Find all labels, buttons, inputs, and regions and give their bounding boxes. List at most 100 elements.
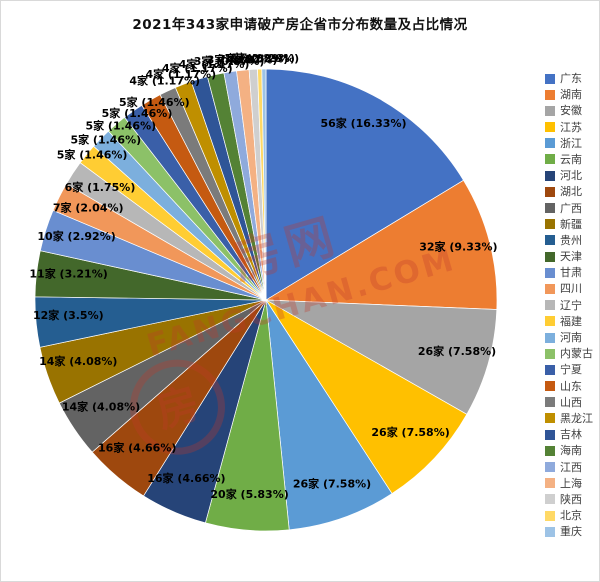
pie-slice-江苏 xyxy=(265,299,468,495)
pie-label-海南: 4家 (1.17%) xyxy=(179,57,250,71)
legend-item-河北: 河北 xyxy=(545,170,593,181)
pie-label-河南: 5家 (1.46%) xyxy=(70,132,141,146)
legend-label: 上海 xyxy=(560,476,582,490)
legend-label: 宁夏 xyxy=(560,363,582,377)
legend-item-安徽: 安徽 xyxy=(545,105,593,116)
pie-label-湖北: 16家 (4.66%) xyxy=(98,440,176,454)
legend-swatch xyxy=(545,251,555,262)
legend-swatch xyxy=(545,300,555,311)
legend-label: 甘肃 xyxy=(560,266,582,280)
legend-swatch xyxy=(545,235,555,246)
legend-item-山西: 山西 xyxy=(545,397,593,408)
legend-item-广东: 广东 xyxy=(545,73,593,84)
pie-label-新疆: 14家 (4.08%) xyxy=(39,354,117,368)
legend-label: 广西 xyxy=(560,201,582,215)
legend-item-天津: 天津 xyxy=(545,251,593,262)
pie-slice-安徽 xyxy=(265,299,498,415)
pie-label-辽宁: 6家 (1.75%) xyxy=(65,180,136,194)
legend-swatch xyxy=(545,122,555,133)
pie-slices xyxy=(34,68,498,532)
legend-label: 安徽 xyxy=(560,104,582,118)
legend-item-江西: 江西 xyxy=(545,462,593,473)
pie-label-北京: 1家 (0.29%) xyxy=(224,51,295,65)
legend-item-重庆: 重庆 xyxy=(545,526,593,537)
legend-swatch xyxy=(545,203,555,213)
pie-label-浙江: 26家 (7.58%) xyxy=(293,476,371,490)
legend-label: 四川 xyxy=(560,282,582,296)
watermark-stamp-circle xyxy=(129,359,225,455)
pie-label-天津: 11家 (3.21%) xyxy=(29,266,107,280)
legend-item-宁夏: 宁夏 xyxy=(545,364,593,375)
legend-swatch xyxy=(545,283,555,294)
legend-swatch xyxy=(545,105,555,116)
legend-item-陕西: 陕西 xyxy=(545,494,593,505)
legend-label: 河北 xyxy=(560,169,582,183)
legend-swatch xyxy=(545,138,555,149)
legend-label: 辽宁 xyxy=(560,298,582,312)
legend-item-浙江: 浙江 xyxy=(545,138,593,149)
pie-label-宁夏: 5家 (1.46%) xyxy=(102,106,173,120)
pie-label-内蒙古: 5家 (1.46%) xyxy=(85,118,156,132)
legend-label: 吉林 xyxy=(560,428,582,442)
legend-item-上海: 上海 xyxy=(545,478,593,489)
legend-label: 贵州 xyxy=(560,233,582,247)
legend-label: 黑龙江 xyxy=(560,411,593,425)
legend-label: 浙江 xyxy=(560,136,582,150)
legend-item-内蒙古: 内蒙古 xyxy=(545,348,593,359)
legend-swatch xyxy=(545,267,555,278)
legend-swatch xyxy=(545,478,555,489)
legend-label: 新疆 xyxy=(560,217,582,231)
pie-label-湖南: 32家 (9.33%) xyxy=(419,240,497,254)
legend-item-海南: 海南 xyxy=(545,445,593,456)
legend-item-辽宁: 辽宁 xyxy=(545,300,593,311)
pie-label-重庆: 1家 (0.29%) xyxy=(228,51,299,65)
legend-label: 北京 xyxy=(560,509,582,523)
legend-item-新疆: 新疆 xyxy=(545,219,593,230)
legend-label: 山东 xyxy=(560,379,582,393)
legend-item-黑龙江: 黑龙江 xyxy=(545,413,593,424)
pie-label-贵州: 12家 (3.5%) xyxy=(33,308,104,322)
legend-item-云南: 云南 xyxy=(545,154,593,165)
legend-label: 陕西 xyxy=(560,492,582,506)
legend-label: 重庆 xyxy=(560,525,582,539)
legend-label: 湖北 xyxy=(560,185,582,199)
legend-swatch xyxy=(545,89,555,100)
legend-item-甘肃: 甘肃 xyxy=(545,267,593,278)
legend-label: 海南 xyxy=(560,444,582,458)
legend-swatch xyxy=(545,510,555,521)
legend-item-山东: 山东 xyxy=(545,381,593,392)
pie-label-甘肃: 10家 (2.92%) xyxy=(37,229,115,243)
pie-label-江苏: 26家 (7.58%) xyxy=(371,425,449,439)
pie-slice-广东 xyxy=(265,68,464,301)
legend-swatch xyxy=(545,364,555,375)
pie-slice-湖南 xyxy=(264,179,498,310)
legend-swatch xyxy=(545,413,555,424)
legend-swatch xyxy=(545,186,555,197)
legend-swatch xyxy=(545,445,555,456)
legend-label: 湖南 xyxy=(560,88,582,102)
pie-label-四川: 7家 (2.04%) xyxy=(53,200,124,214)
legend-item-江苏: 江苏 xyxy=(545,122,593,133)
legend-label: 天津 xyxy=(560,250,582,264)
legend-swatch xyxy=(545,348,555,359)
legend-swatch xyxy=(545,219,555,230)
legend-item-河南: 河南 xyxy=(545,332,593,343)
pie-label-河北: 16家 (4.66%) xyxy=(147,471,225,485)
legend-swatch xyxy=(545,526,555,537)
legend-label: 广东 xyxy=(560,72,582,85)
legend-swatch xyxy=(545,316,555,327)
legend-label: 江西 xyxy=(560,460,582,474)
legend-swatch xyxy=(545,462,555,472)
legend-label: 山西 xyxy=(560,395,582,409)
pie-label-安徽: 26家 (7.58%) xyxy=(418,344,496,358)
pie-slice-重庆 xyxy=(261,68,267,301)
pie-slice-浙江 xyxy=(265,299,393,531)
legend-item-吉林: 吉林 xyxy=(545,429,593,440)
legend-item-四川: 四川 xyxy=(545,283,593,294)
legend-label: 江苏 xyxy=(560,120,582,134)
legend-item-福建: 福建 xyxy=(545,316,593,327)
legend-swatch xyxy=(545,154,555,165)
legend-swatch xyxy=(545,73,555,84)
legend-swatch xyxy=(545,494,555,505)
